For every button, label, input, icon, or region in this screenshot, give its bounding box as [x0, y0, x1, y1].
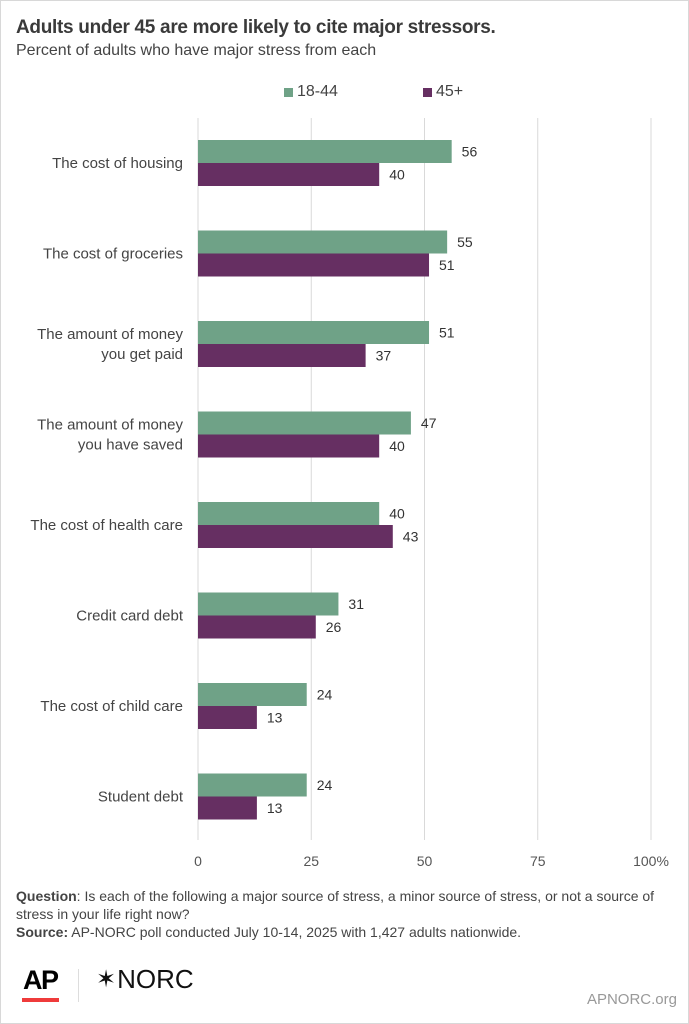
legend-swatch-45-plus: [423, 87, 432, 97]
x-tick-label: 0: [194, 853, 202, 869]
data-label: 43: [403, 529, 419, 545]
source-text: AP-NORC poll conducted July 10-14, 2025 …: [68, 924, 522, 940]
question-text: : Is each of the following a major sourc…: [16, 888, 655, 922]
bar-18-44: [198, 683, 307, 706]
category-label: The amount of money: [37, 326, 183, 343]
norc-logo-text: NORC: [117, 964, 194, 994]
chart-title: Adults under 45 are more likely to cite …: [16, 17, 496, 38]
data-label: 13: [267, 710, 283, 726]
site-link[interactable]: APNORC.org: [586, 991, 677, 1008]
norc-logo: ✶ NORC: [96, 964, 194, 995]
legend-label-45-plus: 45+: [436, 83, 464, 100]
legend-item-45-plus: 45+: [423, 83, 463, 101]
data-label: 26: [326, 619, 342, 635]
bar-18-44: [198, 140, 452, 163]
data-label: 55: [457, 234, 473, 250]
legend-item-18-44: 18-44: [284, 83, 338, 101]
data-label: 24: [317, 687, 333, 703]
data-label: 51: [439, 257, 455, 273]
data-label: 51: [439, 325, 455, 341]
bar-45-plus: [198, 434, 380, 458]
bar-18-44: [198, 321, 430, 344]
category-label: Student debt: [98, 789, 184, 806]
x-tick-label: 25: [303, 853, 319, 869]
x-tick-label: 100%: [633, 853, 669, 869]
bar-45-plus: [198, 796, 257, 820]
bar-chart: 0 25 50 75 100% The cost of housing 56 40 The co…: [30, 118, 669, 869]
bar-45-plus: [198, 706, 257, 729]
ap-logo: AP: [23, 965, 59, 995]
legend-swatch-18-44: [284, 87, 293, 97]
bar-18-44: [198, 411, 411, 435]
x-tick-label: 50: [417, 853, 433, 869]
data-label: 24: [317, 777, 333, 793]
data-label: 31: [348, 596, 364, 612]
category-label: The cost of health care: [30, 517, 183, 534]
data-label: 40: [389, 506, 405, 522]
data-label: 47: [421, 415, 437, 431]
data-label: 56: [462, 144, 478, 160]
chart-subtitle: Percent of adults who have major stress …: [16, 42, 377, 59]
x-tick-label: 75: [530, 853, 546, 869]
question-note: Question: Is each of the following a maj…: [16, 887, 666, 923]
bar-45-plus: [198, 344, 366, 367]
logo-divider: [78, 969, 79, 1002]
legend-label-18-44: 18-44: [297, 83, 338, 100]
data-label: 40: [389, 167, 405, 183]
category-label: Credit card debt: [76, 608, 184, 625]
question-label: Question: [16, 888, 77, 904]
bar-18-44: [198, 773, 307, 797]
ap-logo-underline: [22, 998, 59, 1002]
data-label: 13: [267, 800, 283, 816]
legend: 18-44 45+: [0, 83, 689, 103]
bar-45-plus: [198, 525, 393, 548]
bar-18-44: [198, 592, 339, 616]
category-label: The cost of child care: [40, 698, 183, 715]
bar-45-plus: [198, 615, 316, 639]
source-note: Source: AP-NORC poll conducted July 10-1…: [16, 923, 666, 941]
chart-notes: Question: Is each of the following a maj…: [16, 887, 666, 941]
bar-18-44: [198, 230, 448, 254]
data-label: 37: [376, 348, 392, 364]
bar-18-44: [198, 502, 380, 525]
norc-star-icon: ✶: [96, 966, 117, 993]
category-label: The cost of housing: [52, 155, 183, 172]
category-label: The cost of groceries: [43, 246, 183, 263]
data-label: 40: [389, 438, 405, 454]
category-label: you have saved: [78, 437, 183, 454]
category-label: you get paid: [101, 346, 183, 363]
category-label: The amount of money: [37, 417, 183, 434]
bar-45-plus: [198, 253, 430, 277]
bar-45-plus: [198, 163, 380, 186]
source-label: Source:: [16, 924, 69, 940]
